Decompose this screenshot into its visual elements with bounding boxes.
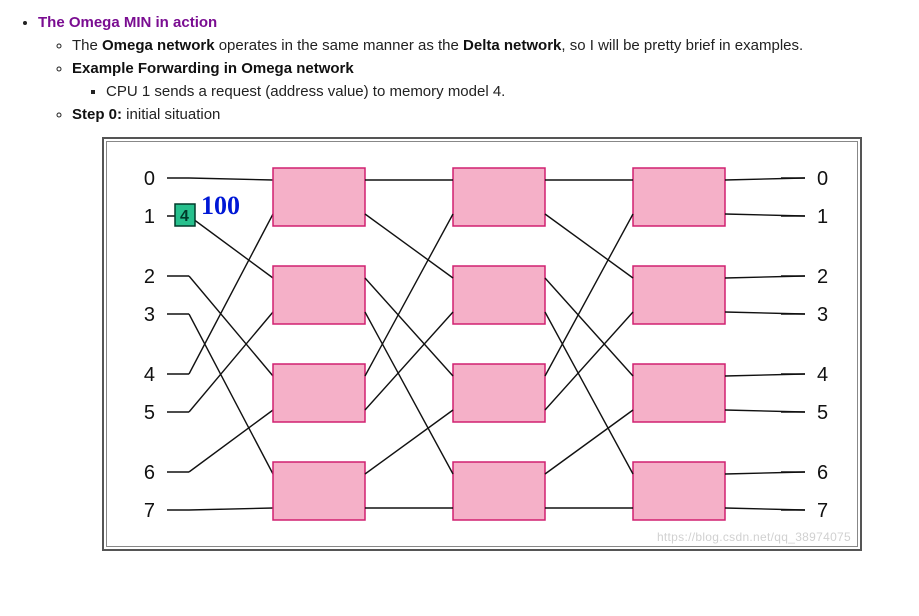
example-header-text: Example Forwarding in Omega network bbox=[72, 60, 354, 77]
right-port-label: 4 bbox=[817, 364, 828, 386]
right-port-label: 0 bbox=[817, 168, 828, 190]
intro-mid: operates in the same manner as the bbox=[215, 37, 463, 54]
sub-list: The Omega network operates in the same m… bbox=[38, 37, 907, 123]
intro-b2: Delta network bbox=[463, 37, 561, 54]
switch-box bbox=[273, 168, 365, 226]
step-text: initial situation bbox=[122, 106, 220, 123]
switch-box bbox=[453, 462, 545, 520]
example-sub-list: CPU 1 sends a request (address value) to… bbox=[72, 83, 907, 100]
step-line: Step 0: initial situation bbox=[72, 106, 907, 123]
right-port-label: 2 bbox=[817, 266, 828, 288]
right-port-label: 5 bbox=[817, 402, 828, 424]
left-port-label: 0 bbox=[144, 168, 155, 190]
right-port-label: 1 bbox=[817, 206, 828, 228]
switch-box bbox=[453, 364, 545, 422]
left-port-label: 5 bbox=[144, 402, 155, 424]
switch-box bbox=[633, 462, 725, 520]
right-port-label: 7 bbox=[817, 500, 828, 522]
example-detail: CPU 1 sends a request (address value) to… bbox=[106, 83, 907, 100]
switch-box bbox=[633, 266, 725, 324]
left-port-label: 3 bbox=[144, 304, 155, 326]
switch-box bbox=[273, 364, 365, 422]
packet-binary-value: 100 bbox=[201, 191, 240, 220]
diagram-container: 01234567012345674100 https://blog.csdn.n… bbox=[102, 137, 862, 551]
heading-item: The Omega MIN in action The Omega networ… bbox=[38, 14, 907, 123]
right-port-label: 3 bbox=[817, 304, 828, 326]
right-port-label: 6 bbox=[817, 462, 828, 484]
outline-list: The Omega MIN in action The Omega networ… bbox=[12, 14, 907, 123]
diagram-frame-outer: 01234567012345674100 https://blog.csdn.n… bbox=[102, 137, 862, 551]
left-port-label: 7 bbox=[144, 500, 155, 522]
intro-b1: Omega network bbox=[102, 37, 215, 54]
left-port-label: 4 bbox=[144, 364, 155, 386]
intro-post: , so I will be pretty brief in examples. bbox=[561, 37, 803, 54]
example-header: Example Forwarding in Omega network CPU … bbox=[72, 60, 907, 100]
intro-pre: The bbox=[72, 37, 102, 54]
switch-box bbox=[633, 364, 725, 422]
packet-dest-label: 4 bbox=[180, 208, 189, 225]
step-label: Step 0: bbox=[72, 106, 122, 123]
switch-box bbox=[453, 266, 545, 324]
switch-box bbox=[453, 168, 545, 226]
left-port-label: 6 bbox=[144, 462, 155, 484]
omega-network-diagram: 0 1 2 3 4 5 6 7 0 1 2 3 4 5 6 7 4 100 bbox=[117, 148, 847, 538]
switch-box bbox=[633, 168, 725, 226]
page-title: The Omega MIN in action bbox=[38, 14, 217, 31]
intro-line: The Omega network operates in the same m… bbox=[72, 37, 907, 54]
left-port-label: 1 bbox=[144, 206, 155, 228]
diagram-frame-inner: 01234567012345674100 https://blog.csdn.n… bbox=[106, 141, 858, 547]
switch-box bbox=[273, 462, 365, 520]
left-port-label: 2 bbox=[144, 266, 155, 288]
switch-box bbox=[273, 266, 365, 324]
